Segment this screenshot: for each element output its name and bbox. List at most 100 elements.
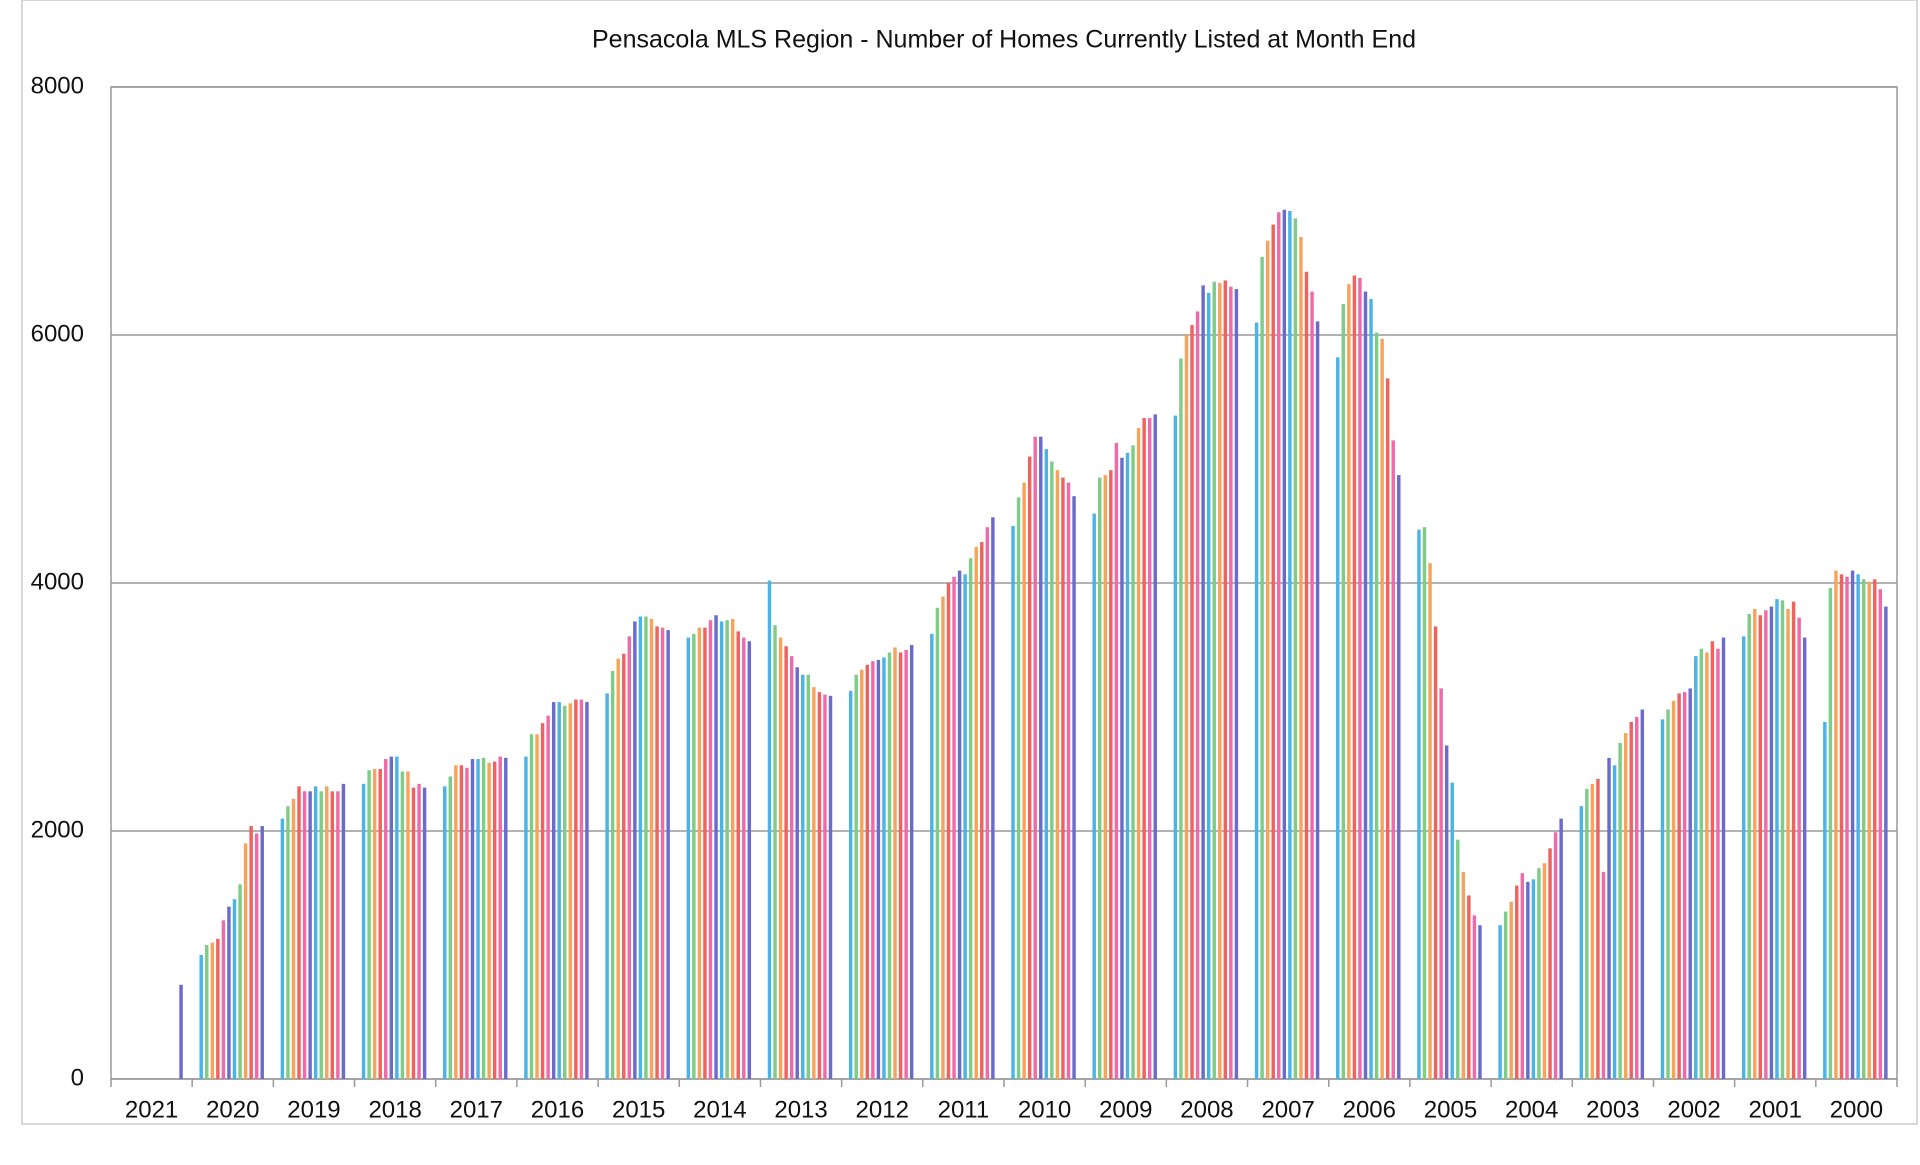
bar (1033, 436, 1037, 1079)
bar (1467, 895, 1471, 1079)
bar (747, 641, 752, 1079)
y-tick-label: 4000 (31, 568, 84, 595)
bar (1282, 209, 1287, 1079)
bar (1016, 497, 1021, 1079)
bar (616, 658, 620, 1079)
bar (719, 621, 724, 1079)
bar (1265, 240, 1270, 1079)
bar (443, 786, 447, 1079)
bar (655, 626, 659, 1079)
bar (1444, 745, 1449, 1079)
bar (1601, 871, 1606, 1079)
bar (372, 769, 377, 1079)
bar (585, 702, 589, 1079)
bar (504, 757, 508, 1079)
bar (1315, 321, 1320, 1079)
bar (378, 769, 382, 1079)
bar (330, 791, 335, 1079)
bar (524, 756, 528, 1079)
bar (941, 596, 945, 1079)
bar (1478, 925, 1482, 1079)
bar (1677, 693, 1681, 1079)
bar (221, 920, 226, 1079)
bar (1153, 414, 1157, 1079)
x-tick-label: 2012 (856, 1096, 909, 1123)
bar (1293, 218, 1298, 1079)
bar (1336, 357, 1340, 1079)
x-tick-label: 2001 (1749, 1096, 1802, 1123)
bar (823, 694, 827, 1079)
x-tick-label: 2005 (1424, 1096, 1477, 1123)
bar (1797, 617, 1801, 1079)
bar (1884, 606, 1888, 1079)
bar (1498, 925, 1502, 1079)
bar (1055, 470, 1060, 1079)
bar (767, 580, 772, 1079)
bar (666, 630, 670, 1079)
bar (1873, 579, 1877, 1079)
bar (232, 899, 237, 1079)
bar (1520, 873, 1525, 1079)
y-tick-label: 8000 (31, 72, 84, 99)
bar (909, 645, 914, 1079)
bar (801, 674, 805, 1079)
bar (243, 843, 248, 1079)
bar (1823, 721, 1827, 1079)
bar (470, 759, 475, 1079)
bar (1590, 783, 1595, 1079)
bar (260, 826, 264, 1079)
bar (1450, 782, 1454, 1079)
bar (210, 942, 215, 1079)
bar (957, 570, 962, 1079)
bar (1461, 871, 1466, 1079)
x-tick-label: 2007 (1261, 1096, 1314, 1123)
bar (1417, 529, 1421, 1079)
bar (1747, 614, 1751, 1079)
bar (1288, 211, 1292, 1079)
bar (254, 833, 259, 1079)
bar (1385, 378, 1390, 1079)
x-tick-label: 2014 (693, 1096, 746, 1123)
bar (1660, 719, 1665, 1079)
bar (574, 699, 578, 1079)
bar (778, 637, 783, 1079)
bar (882, 657, 886, 1079)
bar (1845, 576, 1849, 1079)
chart-frame (21, 0, 1918, 1125)
bar (384, 759, 388, 1079)
x-tick-label: 2009 (1099, 1096, 1152, 1123)
bar (980, 542, 984, 1079)
bar (898, 652, 903, 1079)
bar (854, 674, 858, 1079)
bar (1716, 648, 1720, 1079)
bar (1791, 601, 1796, 1079)
bar (1456, 839, 1460, 1079)
bar (1114, 442, 1119, 1079)
bar (1098, 477, 1102, 1080)
bar (1422, 527, 1427, 1079)
bar (422, 787, 427, 1079)
bar (1559, 818, 1563, 1079)
bar (1878, 589, 1883, 1079)
bar (1229, 286, 1233, 1079)
bar (1786, 609, 1790, 1079)
bar (1136, 428, 1141, 1079)
bar (1775, 599, 1779, 1079)
bar (686, 637, 691, 1079)
bar (529, 734, 534, 1079)
x-tick-label: 2008 (1180, 1096, 1233, 1123)
x-tick-label: 2018 (368, 1096, 421, 1123)
bar (708, 620, 713, 1079)
bar (946, 583, 951, 1079)
bar (974, 547, 978, 1079)
bar (1277, 212, 1281, 1080)
bar (627, 636, 632, 1079)
bar (1439, 688, 1443, 1079)
bar (697, 627, 702, 1079)
bar (465, 767, 469, 1079)
bar (1428, 563, 1432, 1079)
bar (1027, 456, 1032, 1079)
bar (610, 671, 615, 1079)
bar (806, 674, 811, 1079)
bar (1834, 570, 1838, 1079)
